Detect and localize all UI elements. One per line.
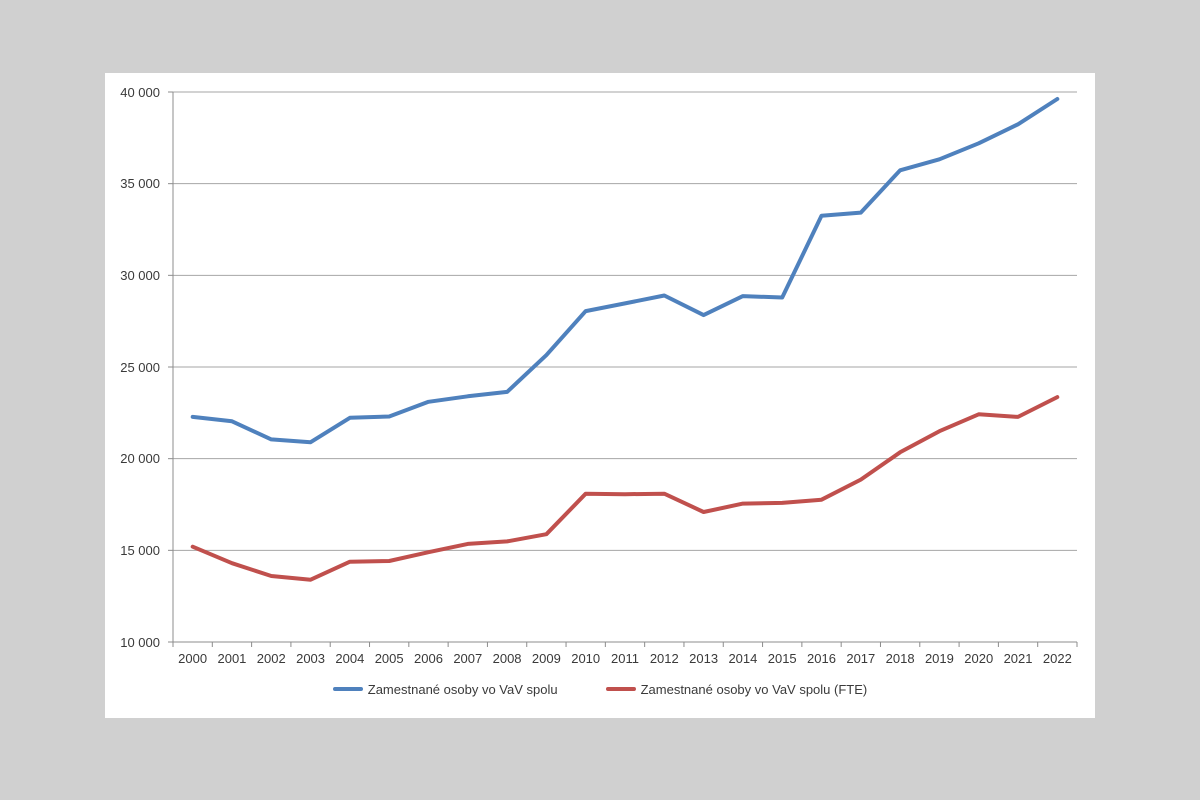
x-tick-label: 2001 bbox=[217, 651, 247, 666]
x-tick-label: 2017 bbox=[846, 651, 876, 666]
x-tick-label: 2011 bbox=[611, 651, 639, 666]
y-tick-label: 30 000 bbox=[120, 267, 160, 283]
x-tick-label: 2004 bbox=[335, 651, 365, 666]
x-tick-label: 2002 bbox=[256, 651, 286, 666]
x-tick-label: 2008 bbox=[492, 651, 522, 666]
legend-swatch-fte bbox=[605, 687, 636, 691]
chart-card: 10 000 15 000 20 000 25 000 30 000 35 000 40 0… bbox=[105, 73, 1095, 718]
x-tick-label: 2019 bbox=[924, 651, 954, 666]
legend-label-total: Zamestnané osoby vo VaV spolu bbox=[367, 681, 558, 697]
y-tick-label: 20 000 bbox=[120, 451, 160, 467]
series-line-fte bbox=[190, 395, 1060, 582]
x-tick-label: 2018 bbox=[885, 651, 915, 666]
x-tick-label: 2021 bbox=[1003, 651, 1033, 666]
x-tick-label: 2020 bbox=[964, 651, 994, 666]
legend-item-fte: Zamestnané osoby vo VaV spolu (FTE) bbox=[605, 679, 868, 699]
x-tick-label: 2007 bbox=[453, 651, 483, 666]
legend-item-total: Zamestnané osoby vo VaV spolu bbox=[332, 679, 558, 699]
x-tick-label: 2010 bbox=[571, 651, 601, 666]
x-tick-label: 2014 bbox=[728, 651, 758, 666]
legend-swatch-total bbox=[332, 687, 363, 691]
x-tick-label: 2022 bbox=[1042, 651, 1072, 666]
legend-label-fte: Zamestnané osoby vo VaV spolu (FTE) bbox=[640, 681, 868, 697]
x-tick-label: 2015 bbox=[767, 651, 797, 666]
chart-canvas bbox=[168, 91, 1078, 647]
y-tick-label: 40 000 bbox=[120, 84, 160, 100]
x-tick-label: 2013 bbox=[689, 651, 719, 666]
x-tick-label: 2000 bbox=[178, 651, 208, 666]
x-tick-label: 2012 bbox=[649, 651, 679, 666]
y-tick-label: 10 000 bbox=[120, 634, 160, 650]
y-tick-label: 35 000 bbox=[120, 176, 160, 192]
x-tick-label: 2003 bbox=[296, 651, 326, 666]
series-line-total bbox=[190, 97, 1060, 445]
x-tick-label: 2009 bbox=[531, 651, 561, 666]
y-tick-label: 15 000 bbox=[120, 542, 160, 558]
x-tick-label: 2016 bbox=[807, 651, 836, 666]
x-tick-label: 2005 bbox=[374, 651, 404, 666]
y-tick-label: 25 000 bbox=[120, 359, 160, 375]
chart-legend: Zamestnané osoby vo VaV spolu Zamestnané… bbox=[105, 679, 1095, 699]
x-tick-label: 2006 bbox=[414, 651, 443, 666]
